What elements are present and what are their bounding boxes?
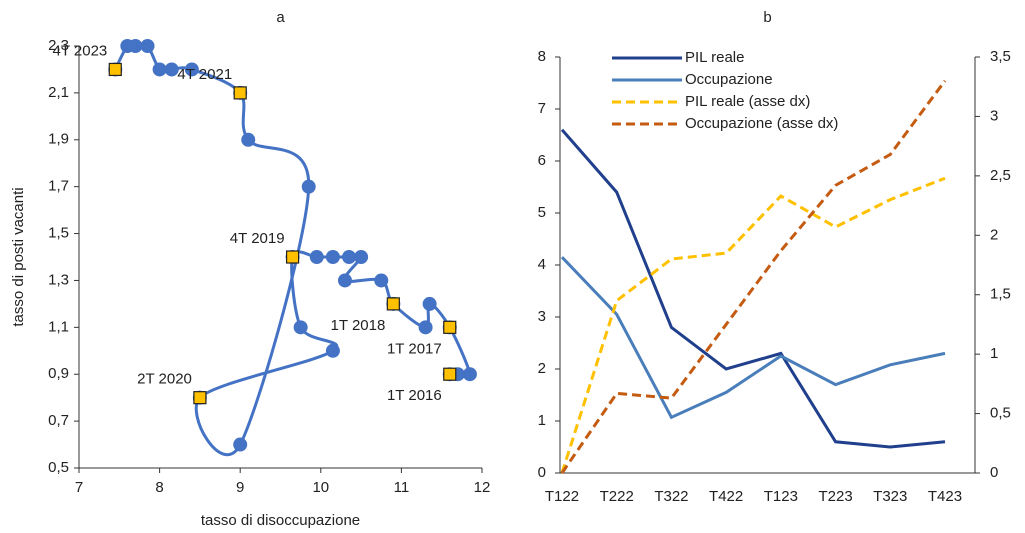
- annotation: 4T 2023: [52, 42, 107, 59]
- point: [293, 320, 308, 335]
- point: [337, 273, 352, 288]
- y2-tick-label: 3,5: [990, 48, 1011, 65]
- chart-title: a: [276, 9, 285, 26]
- x-tick-label: 12: [474, 479, 491, 496]
- x-tick-label: T423: [928, 488, 962, 505]
- y-tick-label: 2,1: [48, 84, 69, 101]
- series-line: [560, 79, 947, 474]
- highlight-marker: [386, 297, 400, 311]
- annotation: 1T 2016: [387, 387, 442, 404]
- y-tick-label: 1: [538, 412, 546, 429]
- point: [120, 39, 135, 53]
- y-tick-label: 0,7: [48, 412, 69, 429]
- y-tick-label: 0,5: [48, 459, 69, 476]
- y-tick-label: 3: [538, 308, 546, 325]
- y2-tick-label: 1,5: [990, 286, 1011, 303]
- x-tick-label: 11: [394, 479, 410, 496]
- legend-label: PIL reale (asse dx): [685, 93, 810, 110]
- point: [354, 250, 369, 264]
- point: [301, 179, 316, 194]
- y-tick-label: 2,3: [48, 37, 69, 54]
- series-line: [560, 128, 946, 449]
- y-tick-label: 1,5: [48, 225, 69, 242]
- x-axis-label: tasso di disoccupazione: [201, 512, 360, 529]
- annotation: 4T 2021: [177, 66, 232, 83]
- y2-tick-label: 0,5: [990, 405, 1011, 422]
- point: [152, 62, 167, 77]
- y-tick-label: 1,9: [48, 131, 69, 148]
- highlight-marker: [108, 62, 122, 77]
- x-tick-label: T222: [600, 488, 634, 505]
- point: [422, 296, 437, 311]
- series-line: [560, 256, 946, 420]
- x-tick-label: T122: [545, 488, 579, 505]
- annotation: 2T 2020: [137, 371, 192, 388]
- y-tick-label: 5: [538, 204, 546, 221]
- point: [325, 343, 340, 358]
- y-tick-label: 1,3: [48, 271, 69, 288]
- point: [418, 320, 433, 335]
- y-tick-label: 6: [538, 152, 546, 169]
- x-tick-label: 7: [75, 479, 83, 496]
- annotation: 1T 2017: [387, 340, 442, 357]
- y-tick-label: 4: [538, 256, 546, 273]
- y-tick-label: 0,9: [48, 365, 69, 382]
- y2-tick-label: 1: [990, 345, 998, 362]
- point: [233, 437, 248, 452]
- x-tick-label: T422: [709, 488, 743, 505]
- x-tick-label: T323: [873, 488, 907, 505]
- highlight-marker: [193, 391, 207, 405]
- highlight-marker: [443, 320, 457, 334]
- y-tick-label: 8: [538, 48, 546, 65]
- x-tick-label: 9: [236, 479, 244, 496]
- y2-tick-label: 2: [990, 226, 998, 243]
- highlight-marker: [233, 86, 247, 100]
- y-tick-label: 2: [538, 360, 546, 377]
- point: [184, 62, 199, 77]
- y-tick-label: 1,1: [48, 318, 69, 335]
- point: [325, 250, 340, 264]
- y-axis-label: tasso di posti vacanti: [10, 187, 27, 326]
- x-tick-label: T123: [764, 488, 798, 505]
- y2-tick-label: 2,5: [990, 167, 1011, 184]
- point: [462, 367, 477, 382]
- x-tick-label: 8: [155, 479, 163, 496]
- point: [241, 132, 256, 147]
- x-tick-label: T223: [818, 488, 852, 505]
- point: [342, 250, 357, 264]
- annotation: 4T 2019: [230, 230, 285, 247]
- legend-label: Occupazione: [685, 71, 773, 88]
- annotation: 1T 2018: [331, 317, 386, 334]
- chart-title: b: [763, 9, 771, 26]
- y-tick-label: 0: [538, 464, 546, 481]
- y2-tick-label: 3: [990, 107, 998, 124]
- point: [374, 273, 389, 288]
- x-tick-label: T322: [654, 488, 688, 505]
- point: [164, 62, 179, 77]
- highlight-marker: [443, 367, 457, 381]
- legend-label: Occupazione (asse dx): [685, 115, 838, 132]
- y2-tick-label: 0: [990, 464, 998, 481]
- y-tick-label: 1,7: [48, 178, 69, 195]
- y-tick-label: 7: [538, 100, 546, 117]
- x-tick-label: 10: [312, 479, 329, 496]
- point: [309, 250, 324, 264]
- legend-label: PIL reale: [685, 49, 744, 66]
- highlight-marker: [285, 250, 300, 264]
- series-line: [560, 176, 946, 474]
- point: [140, 39, 155, 53]
